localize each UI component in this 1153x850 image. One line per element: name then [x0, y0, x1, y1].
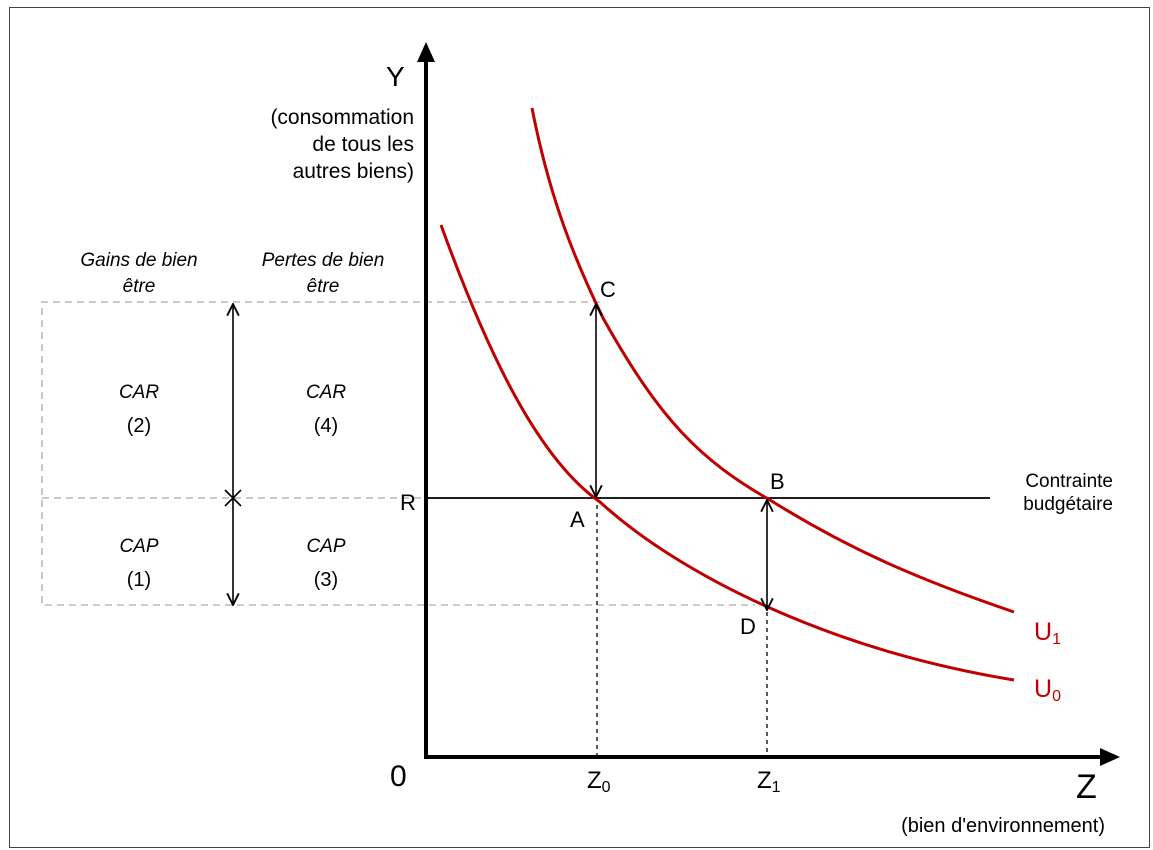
- u0-label: U0: [1034, 675, 1061, 705]
- origin-label: 0: [390, 760, 407, 793]
- curve-u0: [439, 224, 1015, 682]
- y-axis-letter: Y: [386, 61, 405, 92]
- pertes-heading-2: être: [307, 276, 340, 297]
- figure-frame: [9, 7, 1150, 848]
- point-r-label: R: [400, 490, 416, 515]
- budget-label-2: budgétaire: [1023, 494, 1113, 515]
- point-c-label: C: [600, 277, 616, 302]
- gains-heading-1: Gains de bien: [80, 250, 197, 271]
- cap1-number: (1): [127, 569, 151, 591]
- car4-number: (4): [314, 415, 338, 437]
- y-axis-desc-3: autres biens): [293, 160, 414, 183]
- point-d-label: D: [740, 614, 756, 639]
- curve-u1: [530, 107, 1015, 614]
- cap1-label: CAP: [119, 536, 158, 557]
- y-axis-desc-2: de tous les: [312, 133, 414, 156]
- pertes-heading-1: Pertes de bien: [262, 250, 385, 271]
- point-a-label: A: [570, 507, 585, 532]
- car2-number: (2): [127, 415, 151, 437]
- point-b-label: B: [770, 469, 785, 494]
- car2-label: CAR: [119, 382, 159, 403]
- x-axis-arrowhead: [1100, 748, 1120, 766]
- y-axis-arrowhead: [417, 42, 435, 62]
- car4-label: CAR: [306, 382, 346, 403]
- y-axis-desc-1: (consommation: [270, 106, 414, 129]
- cap3-number: (3): [314, 569, 338, 591]
- z0-label: Z0: [587, 767, 611, 796]
- u1-label: U1: [1034, 618, 1061, 648]
- x-axis-desc: (bien d'environnement): [901, 815, 1105, 837]
- cross-mark: [224, 489, 242, 507]
- cap3-label: CAP: [306, 536, 345, 557]
- z1-label: Z1: [757, 767, 781, 796]
- guide-line-top: [41, 301, 755, 606]
- budget-label-1: Contrainte: [1025, 471, 1113, 492]
- gains-heading-2: être: [123, 276, 156, 297]
- x-axis-letter: Z: [1076, 768, 1097, 806]
